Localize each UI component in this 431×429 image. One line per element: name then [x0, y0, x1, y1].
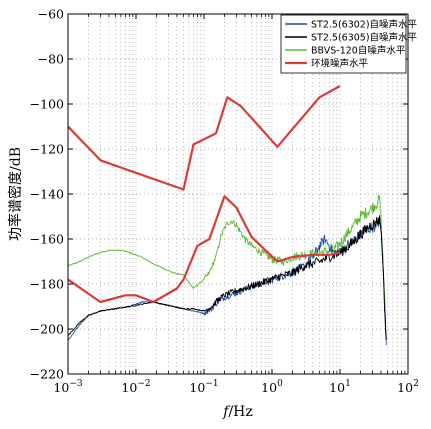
y-tick-label: −180: [30, 277, 64, 292]
y-tick-label: −200: [30, 322, 64, 337]
x-tick-label: 10−2: [121, 379, 150, 395]
series-line-4: [68, 85, 341, 304]
x-tick-label-base: 10: [53, 380, 69, 395]
x-tick-label: 100: [261, 379, 283, 395]
y-tick-label: −60: [38, 7, 64, 22]
y-tick-label: −80: [38, 52, 64, 67]
y-tick-label: −120: [30, 142, 64, 157]
y-tick-label: −140: [30, 187, 64, 202]
x-tick-label-base: 10: [189, 380, 205, 395]
x-axis-label: f/Hz: [222, 404, 253, 420]
x-tick-label: 10−3: [53, 379, 82, 395]
legend-entry-label: ST2.5(6305)自噪声水平: [311, 32, 418, 44]
series-segment: [68, 195, 341, 304]
x-tick-label-exponent: −2: [137, 379, 150, 389]
x-tick-label-base: 10: [329, 380, 345, 395]
x-tick-label-exponent: −1: [205, 379, 218, 389]
legend-entry-label: BBVS-120自噪声水平: [311, 45, 406, 57]
y-tick-label: −220: [30, 367, 64, 382]
series-segment: [68, 85, 341, 191]
x-tick-label: 10−1: [189, 379, 218, 395]
y-axis-label: 功率谱密度/dB: [7, 147, 24, 241]
x-tick-label: 102: [397, 379, 419, 395]
y-tick-label: −160: [30, 232, 64, 247]
x-tick-label-exponent: 2: [413, 379, 419, 389]
plot-area: [68, 85, 387, 346]
legend-entry-label: 环境噪声水平: [311, 58, 369, 70]
legend-entry-label: ST2.5(6302)自噪声水平: [311, 19, 418, 31]
grid-lines: [68, 14, 408, 374]
x-tick-label-exponent: 0: [277, 379, 283, 389]
x-tick-label-exponent: 1: [345, 379, 351, 389]
legend: ST2.5(6302)自噪声水平ST2.5(6305)自噪声水平BBVS-120…: [280, 14, 418, 74]
x-axis-label-symbol: f: [222, 404, 231, 420]
x-tick-label: 101: [329, 379, 351, 395]
x-tick-label-base: 10: [261, 380, 277, 395]
x-tick-label-base: 10: [397, 380, 413, 395]
x-tick-label-base: 10: [121, 380, 137, 395]
x-axis-label-unit: /Hz: [228, 404, 252, 420]
y-tick-label: −100: [30, 97, 64, 112]
x-tick-label-exponent: −3: [69, 379, 83, 389]
